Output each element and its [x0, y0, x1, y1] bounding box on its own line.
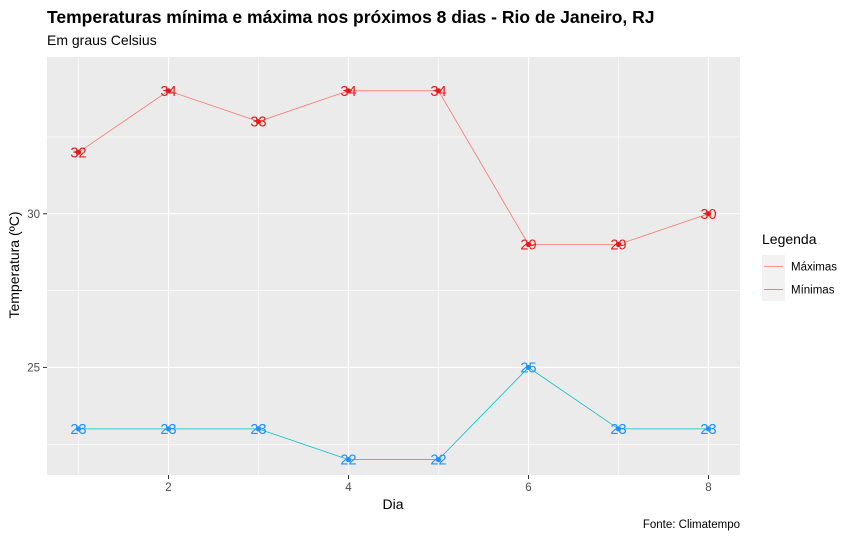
- x-axis: 2 4 6 8: [165, 475, 712, 494]
- data-point: [615, 426, 622, 432]
- data-point: [255, 118, 262, 125]
- series-line-0: [78, 90, 709, 245]
- y-tick-label: 25: [27, 362, 40, 374]
- data-point: [435, 88, 442, 94]
- plot-panel: [47, 57, 740, 475]
- chart-title: Temperaturas mínima e máxima nos próximo…: [47, 7, 655, 27]
- legend-title: Legenda: [762, 231, 817, 247]
- data-label: 29: [520, 237, 536, 253]
- legend-label: Máximas: [791, 262, 837, 274]
- chart-subtitle: Em graus Celsius: [47, 32, 157, 48]
- x-tick-label: 6: [525, 482, 531, 494]
- data-point: [165, 88, 172, 94]
- grid-major: [47, 57, 740, 475]
- series-lines: [78, 90, 709, 461]
- data-point: [75, 426, 82, 432]
- data-label: 34: [340, 84, 356, 100]
- legend-keys: Máximas Mínimas: [762, 255, 837, 301]
- data-label: 23: [700, 422, 716, 438]
- data-label: 23: [70, 422, 86, 438]
- data-label: 23: [160, 422, 176, 438]
- data-labels: 32 34 33 34 34 29 29 30 23 23 23 22 22 25 23 23: [70, 84, 716, 469]
- data-label: 25: [520, 360, 536, 376]
- x-tick-label: 4: [345, 482, 352, 494]
- data-point: [525, 241, 532, 248]
- data-point: [165, 426, 172, 432]
- chart-caption: Fonte: Climatempo: [643, 519, 740, 531]
- legend-label: Mínimas: [791, 285, 835, 297]
- data-label: 32: [70, 145, 86, 161]
- data-label: 22: [430, 453, 446, 469]
- data-point: [615, 241, 622, 248]
- y-tick-label: 30: [27, 209, 40, 221]
- data-point: [705, 211, 712, 217]
- series-line-1: [78, 366, 709, 461]
- data-label: 30: [700, 207, 716, 223]
- data-label: 34: [160, 84, 176, 100]
- data-label: 34: [430, 84, 446, 100]
- grid-minor: [47, 57, 740, 475]
- data-point: [525, 364, 532, 371]
- data-label: 33: [250, 115, 266, 131]
- x-tick-label: 8: [705, 482, 711, 494]
- data-point: [345, 88, 352, 94]
- data-label: 23: [610, 422, 626, 438]
- y-axis-title: Temperatura (ºC): [6, 211, 22, 318]
- x-axis-title: Dia: [382, 496, 403, 512]
- data-point: [75, 149, 82, 155]
- data-point: [435, 457, 442, 463]
- x-tick-label: 2: [165, 482, 171, 494]
- data-label: 29: [610, 237, 626, 253]
- data-label: 22: [340, 453, 356, 469]
- data-point: [345, 457, 352, 463]
- data-label: 23: [250, 422, 266, 438]
- data-point: [255, 426, 262, 432]
- series-points: [75, 88, 712, 463]
- y-axis: 25 30: [27, 209, 47, 374]
- data-point: [705, 426, 712, 432]
- legend: Legenda Máximas Mínimas: [762, 231, 837, 301]
